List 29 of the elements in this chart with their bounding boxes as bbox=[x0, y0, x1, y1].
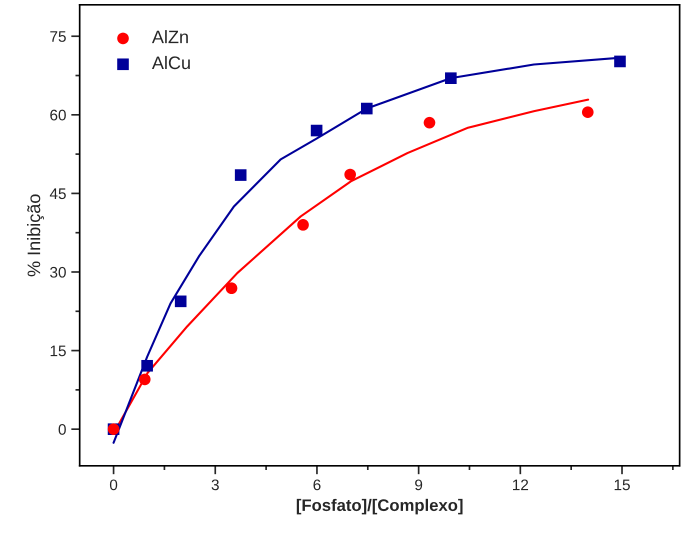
x-tick-label: 15 bbox=[614, 480, 630, 490]
y-tick-label: 60 bbox=[50, 110, 66, 121]
y-tick-label: 75 bbox=[50, 31, 66, 42]
point bbox=[138, 374, 151, 386]
point bbox=[360, 102, 373, 114]
x-tick-label: 0 bbox=[110, 479, 118, 490]
y-tick-label: 45 bbox=[50, 188, 66, 200]
point bbox=[234, 169, 246, 181]
point bbox=[174, 296, 186, 308]
x-tick-label: 6 bbox=[313, 479, 321, 490]
point bbox=[614, 56, 626, 68]
y-tick-label: 0 bbox=[58, 424, 66, 435]
point bbox=[344, 168, 356, 180]
point bbox=[141, 360, 153, 372]
y-tick-label: 30 bbox=[50, 266, 66, 278]
x-tick-label: 3 bbox=[212, 479, 219, 490]
x-axis-title: [Fosfato]/[Complexo] bbox=[296, 498, 463, 514]
y-axis-title: % Inibição bbox=[27, 194, 44, 276]
point bbox=[424, 116, 436, 128]
legend-label: AlCu bbox=[152, 56, 190, 70]
y-tick-label: 15 bbox=[50, 346, 66, 356]
point bbox=[226, 282, 238, 294]
point bbox=[582, 106, 594, 118]
x-tick-label: 9 bbox=[415, 479, 422, 490]
x-tick-label: 12 bbox=[512, 479, 528, 490]
point bbox=[445, 72, 457, 84]
legend-label: AlZn bbox=[152, 30, 188, 44]
point bbox=[297, 219, 309, 231]
point bbox=[310, 124, 322, 136]
